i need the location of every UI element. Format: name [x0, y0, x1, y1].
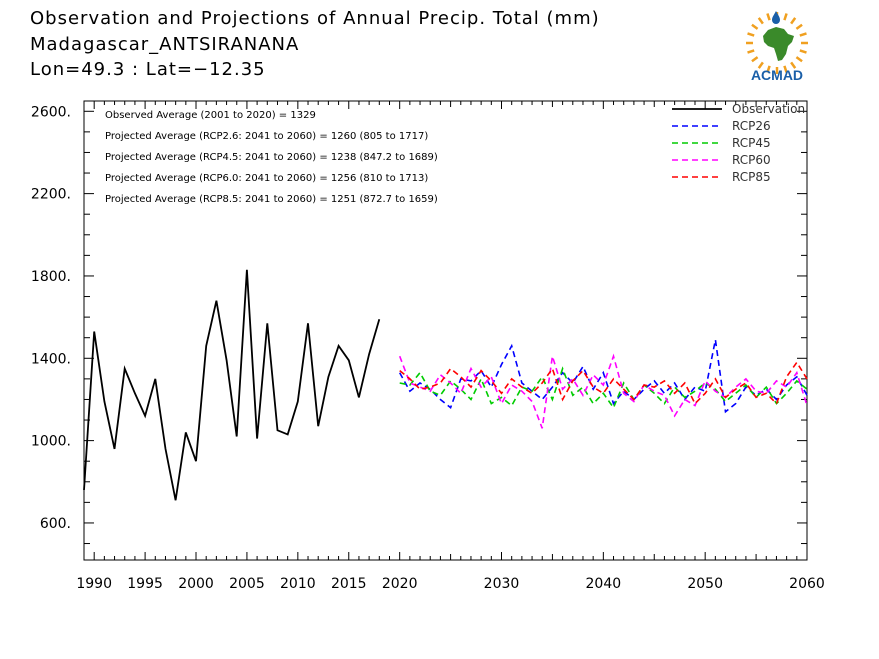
series-line-rcp45: [399, 366, 808, 410]
x-tick-label: 2000: [178, 576, 214, 592]
logo-text: ACMAD: [751, 67, 803, 83]
annotation-text: Projected Average (RCP6.0: 2041 to 2060)…: [105, 173, 428, 184]
sun-rays-icon: [746, 12, 808, 74]
annotation-text: Projected Average (RCP8.5: 2041 to 2060)…: [105, 194, 438, 205]
sun-ray: [757, 17, 764, 25]
legend: Observation RCP26 RCP45 RCP60 RCP85: [672, 102, 805, 184]
y-tick-label: 2600.: [31, 104, 71, 120]
x-tick-label: 2010: [280, 576, 316, 592]
acmad-logo: ACMAD: [746, 11, 808, 83]
legend-label-rcp45: RCP45: [732, 136, 771, 150]
annotation-text: Projected Average (RCP4.5: 2041 to 2060)…: [105, 152, 438, 163]
sun-ray: [757, 61, 764, 69]
x-tick-label: 2050: [687, 576, 723, 592]
sun-ray: [751, 23, 759, 30]
sun-ray: [747, 32, 755, 37]
x-tick-label: 1990: [76, 576, 112, 592]
sun-ray: [783, 13, 788, 21]
y-tick-label: 1400.: [31, 351, 71, 367]
legend-label-observation: Observation: [732, 102, 805, 116]
y-tick-label: 1000.: [31, 434, 71, 450]
x-tick-label: 2005: [229, 576, 265, 592]
series-lines: [83, 269, 808, 501]
y-tick-label: 2200.: [31, 187, 71, 203]
annotation-text: Projected Average (RCP2.6: 2041 to 2060)…: [105, 131, 428, 142]
sun-ray: [795, 23, 803, 30]
x-axis: 1990 1995 2000 2005 2010 2015 2020 2030 2040 2050…: [76, 101, 825, 592]
africa-map-icon: [763, 27, 794, 61]
x-tick-label: 2020: [382, 576, 418, 592]
y-axis: 600. 1000. 1400. 1800. 2200. 2600.: [31, 104, 807, 545]
sun-ray: [751, 56, 759, 63]
series-line-rcp26: [398, 339, 808, 414]
annotation-text: Observed Average (2001 to 2020) = 1329: [105, 110, 316, 121]
station-name: Madagascar_ANTSIRANANA: [30, 34, 300, 55]
y-tick-label: 600.: [40, 516, 71, 532]
plot-border: [83, 100, 808, 561]
water-drop-icon: [772, 11, 780, 24]
legend-label-rcp60: RCP60: [732, 153, 771, 167]
x-tick-label: 2060: [789, 576, 825, 592]
sun-ray: [747, 49, 755, 54]
sun-ray: [795, 56, 803, 63]
sun-ray: [766, 65, 771, 73]
sun-ray: [790, 61, 797, 69]
plot-frame: [83, 100, 808, 561]
coordinates-label: Lon=49.3 : Lat=−12.35: [30, 59, 266, 80]
legend-label-rcp85: RCP85: [732, 170, 771, 184]
sun-ray: [799, 32, 807, 37]
legend-label-rcp26: RCP26: [732, 119, 771, 133]
sun-ray: [766, 13, 771, 21]
annotations: Observed Average (2001 to 2020) = 1329 Pr…: [105, 110, 438, 205]
sun-ray: [790, 17, 797, 25]
chart-title: Observation and Projections of Annual Pr…: [30, 8, 600, 29]
x-tick-label: 2030: [484, 576, 520, 592]
sun-ray: [799, 49, 807, 54]
x-tick-label: 2015: [331, 576, 367, 592]
sun-ray: [783, 65, 788, 73]
x-tick-label: 1995: [127, 576, 163, 592]
y-tick-label: 1800.: [31, 269, 71, 285]
series-line-rcp60: [398, 353, 808, 429]
series-line-observation: [83, 269, 381, 501]
x-tick-label: 2040: [586, 576, 622, 592]
